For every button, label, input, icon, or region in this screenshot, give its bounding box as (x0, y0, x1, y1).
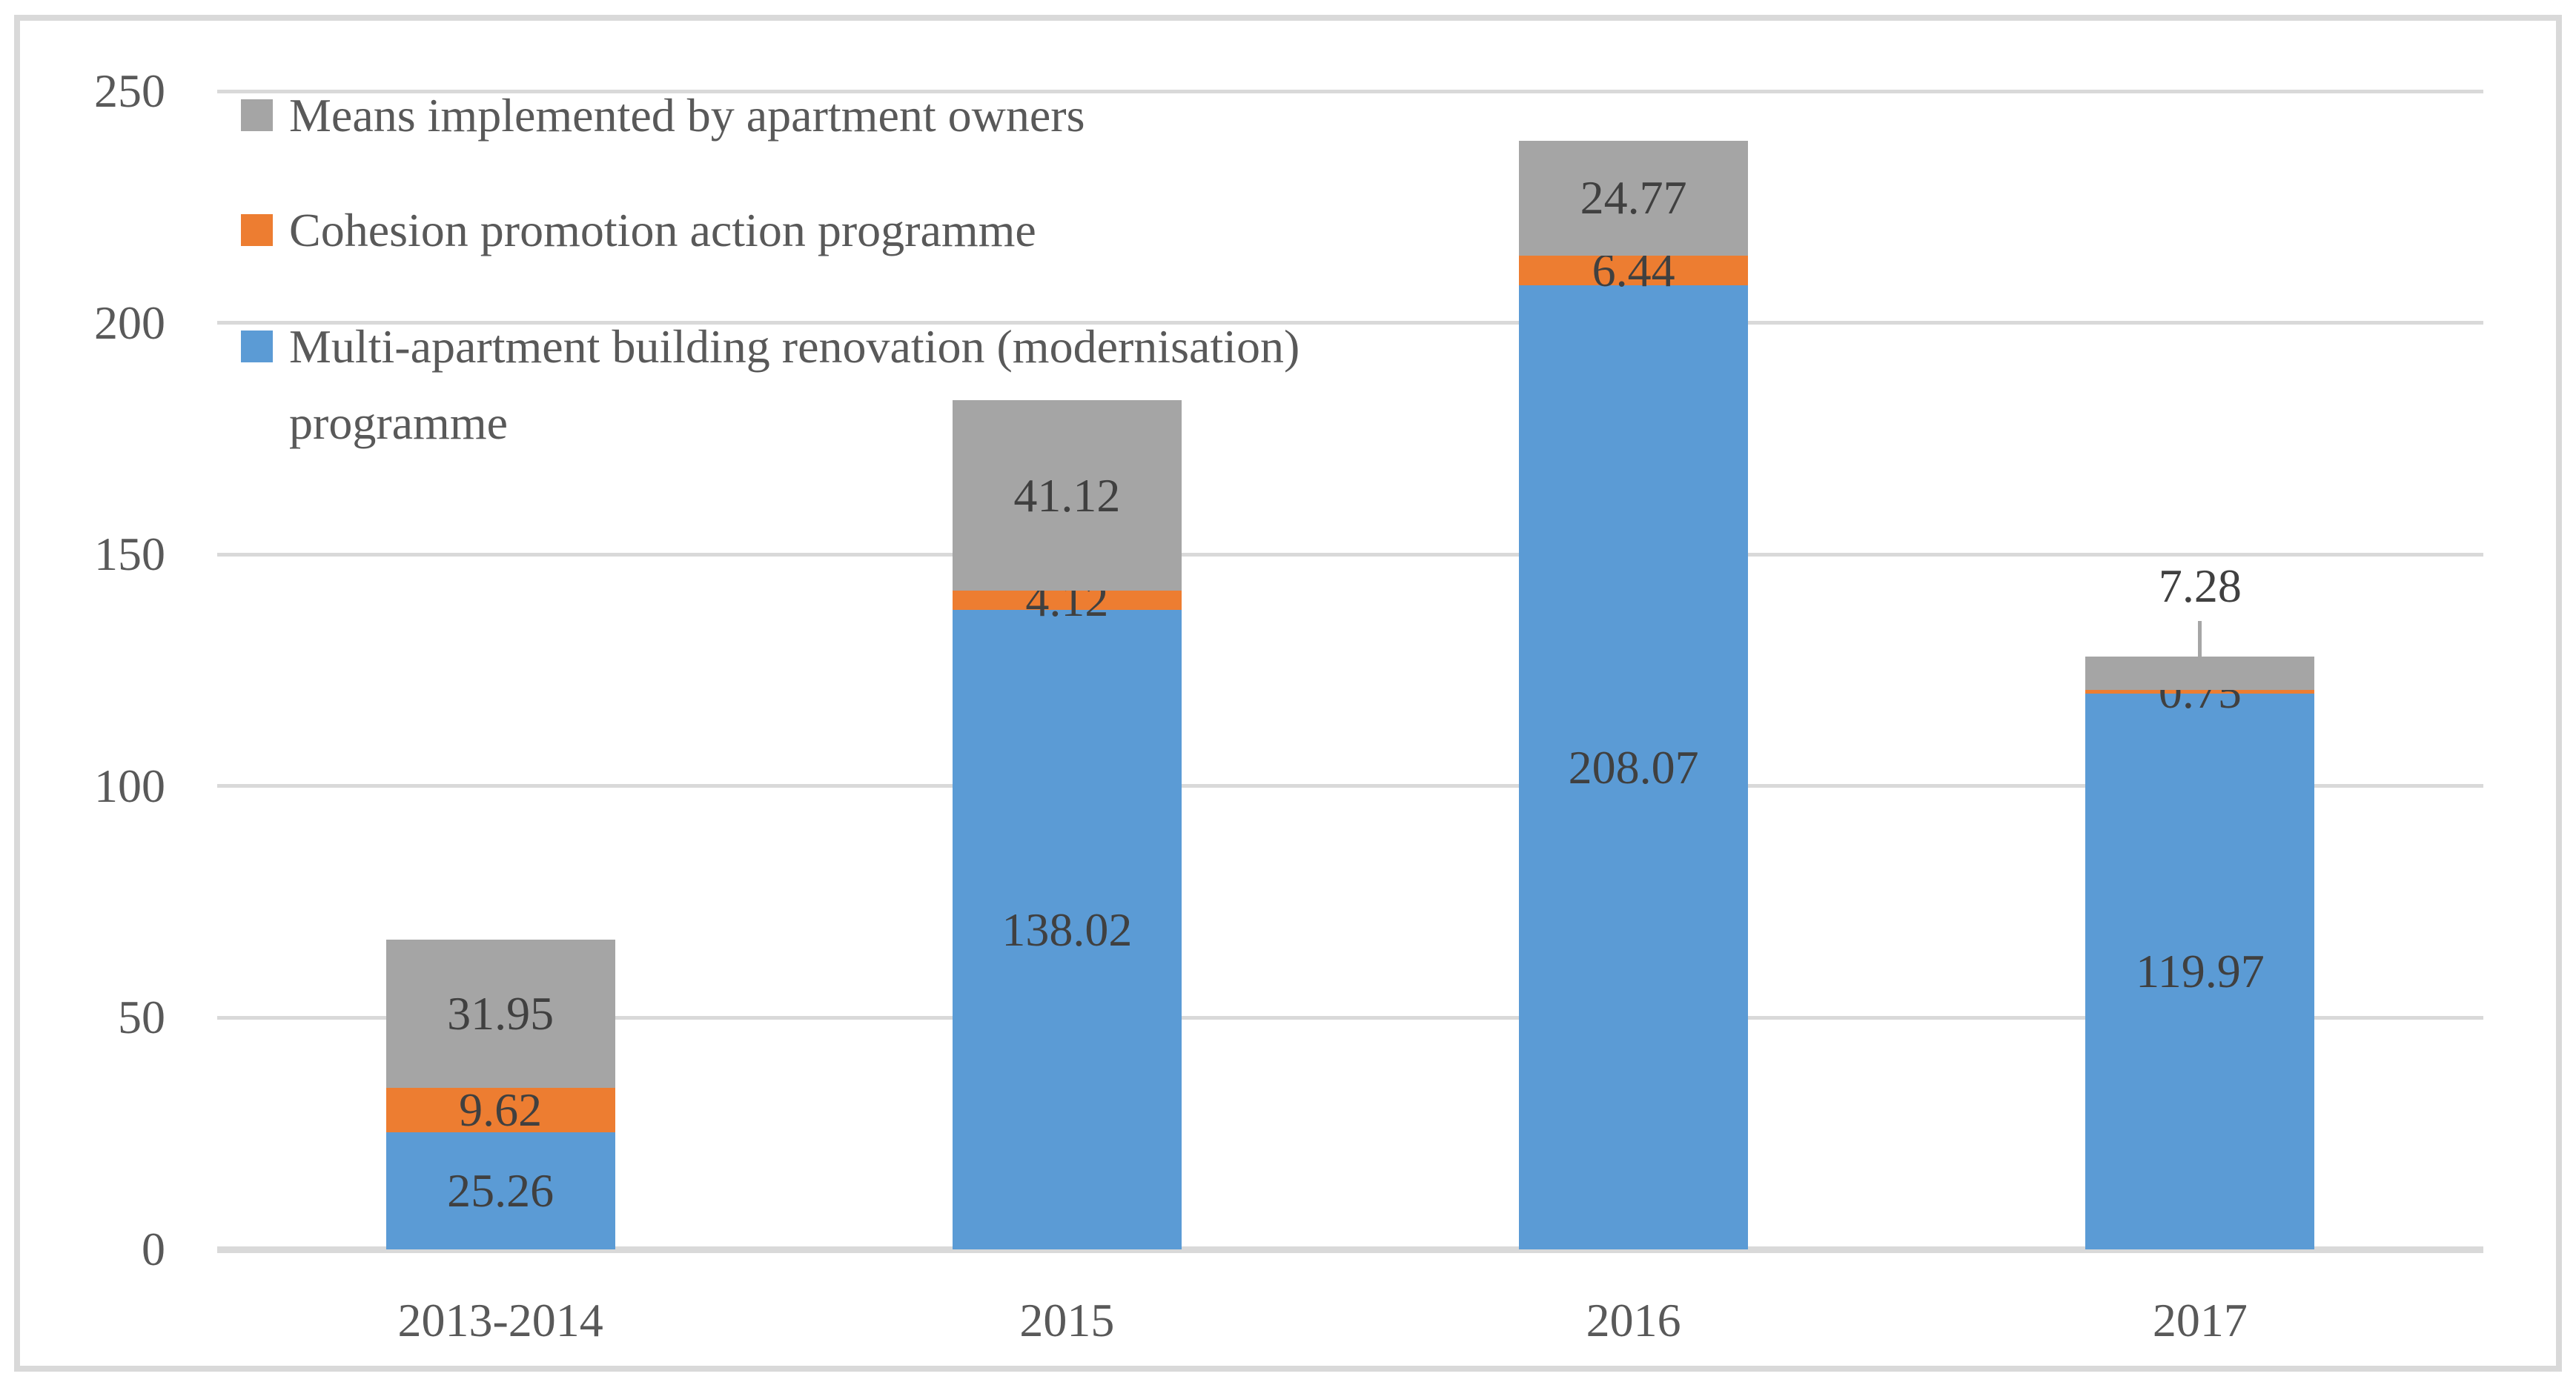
bar-segment-data-label: 208.07 (1568, 740, 1699, 794)
y-axis-tick-label: 250 (94, 64, 165, 117)
legend-label-line: Multi-apartment building renovation (mod… (289, 320, 1300, 373)
bar-segment (385, 940, 615, 1088)
bar-segment (1519, 141, 1749, 256)
gridline (217, 552, 2483, 557)
legend-item: Means implemented by apartment owners (241, 84, 1085, 147)
legend-item-label: Cohesion promotion action programme (289, 199, 1036, 262)
legend-item-label: Multi-apartment building renovation (mod… (289, 308, 1299, 461)
bar-segment-data-label: 9.62 (459, 1083, 543, 1136)
bar-segment (385, 1087, 615, 1133)
legend-swatch-icon (241, 99, 273, 131)
legend-item: Cohesion promotion action programme (241, 199, 1036, 262)
bar-segment (952, 400, 1182, 591)
gridline (217, 89, 2483, 93)
legend-item-label: Means implemented by apartment owners (289, 84, 1085, 147)
bar-segment (385, 1132, 615, 1249)
y-axis-tick-label: 0 (142, 1223, 165, 1275)
bar-segment-data-label: 119.97 (2136, 944, 2265, 997)
bar-segment-data-label: 31.95 (447, 987, 554, 1040)
callout-leader-line (2198, 620, 2202, 657)
bar-segment-data-label: 24.77 (1580, 171, 1687, 225)
bar-segment (952, 610, 1182, 1249)
legend-swatch-icon (241, 214, 273, 246)
bar-segment (2085, 656, 2315, 691)
bar-segment (952, 591, 1182, 611)
bar-segment (2085, 693, 2315, 1249)
legend-label-line: programme (289, 396, 508, 449)
y-axis-tick-label: 50 (118, 991, 165, 1044)
legend-label-line: Means implemented by apartment owners (289, 89, 1085, 142)
x-category-label: 2015 (1019, 1294, 1115, 1346)
x-category-label: 2016 (1586, 1294, 1681, 1346)
bar-segment (1519, 285, 1749, 1249)
x-category-label: 2017 (2152, 1294, 2248, 1346)
legend-swatch-icon (241, 331, 273, 362)
legend-item: Multi-apartment building renovation (mod… (241, 308, 1299, 461)
bar-segment (1519, 255, 1749, 286)
y-axis-tick-label: 200 (94, 296, 165, 349)
legend-label-line: Cohesion promotion action programme (289, 204, 1036, 256)
bar-segment-data-label: 41.12 (1013, 468, 1121, 522)
gridline (217, 784, 2483, 788)
callout-data-label: 7.28 (2158, 559, 2242, 612)
y-axis-tick-label: 150 (94, 528, 165, 581)
bar-segment-data-label: 25.26 (447, 1164, 554, 1218)
bar-segment-data-label: 138.02 (1001, 903, 1133, 956)
y-axis-tick-label: 100 (94, 759, 165, 812)
x-category-label: 2013-2014 (397, 1294, 603, 1346)
x-axis-baseline (217, 1246, 2483, 1253)
gridline (217, 1015, 2483, 1020)
gridline (217, 321, 2483, 325)
bar-segment (2085, 690, 2315, 694)
